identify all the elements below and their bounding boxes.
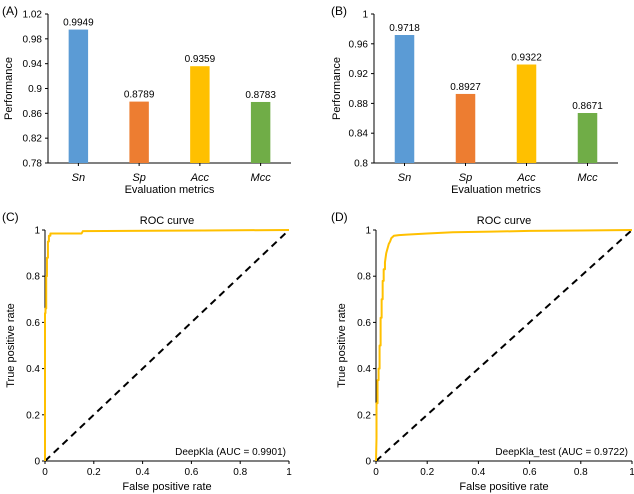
panel-b-ytick-label: 0.88	[349, 99, 369, 110]
panel-b-bar-mcc	[577, 113, 598, 163]
panel-b-value-label-sp: 0.8927	[450, 82, 481, 93]
panel-a-value-label-acc: 0.9359	[185, 54, 216, 65]
panel-c-legend-label: DeepKla (AUC = 0.9901)	[175, 447, 286, 458]
panel-a-ytick-label: 0.98	[23, 34, 43, 45]
panel-c-xtick-label: 0.4	[136, 467, 150, 478]
panel-d-ytick-label: 1	[365, 226, 371, 237]
panel-d-legend-label: DeepKla_test (AUC = 0.9722)	[495, 447, 628, 458]
panel-b-y-axis-title: Performance	[331, 57, 343, 120]
panel-d-ytick-label: 0	[365, 457, 371, 468]
panel-b-category-label-mcc: Mcc	[577, 172, 598, 184]
panel-b-bar-sp	[455, 93, 476, 163]
panel-a-category-label-sp: Sp	[132, 172, 145, 184]
panel-d-label: (D)	[331, 210, 348, 224]
panel-d-xtick-label: 0.6	[523, 467, 537, 478]
panel-a-value-label-sp: 0.8789	[124, 90, 155, 101]
panel-b-category-label-sn: Sn	[398, 172, 411, 184]
panel-a-category-label-sn: Sn	[72, 172, 85, 184]
panel-a-x-axis-title: Evaluation metrics	[125, 184, 215, 196]
panel-a-ytick-label: 0.9	[28, 84, 42, 95]
panel-a-category-label-acc: Acc	[190, 172, 210, 184]
panel-d-x-axis-title: False positive rate	[459, 481, 548, 493]
panel-d-ytick-label: 0.2	[357, 410, 371, 421]
panel-c-xtick-label: 0.2	[87, 467, 101, 478]
panel-a-ytick-label: 0.86	[23, 109, 43, 120]
panel-c-ytick-label: 0.2	[26, 410, 40, 421]
panel-a-label: (A)	[2, 4, 18, 18]
panel-a-bar-sp	[129, 101, 149, 163]
panel-a-bar-acc	[190, 66, 210, 163]
panel-c-label: (C)	[2, 210, 19, 224]
panel-c-xtick-label: 1	[286, 467, 292, 478]
panel-a-ytick-label: 1.02	[23, 10, 43, 21]
panel-d-roc-curve	[375, 229, 633, 462]
panel-a-value-label-mcc: 0.8783	[245, 90, 276, 101]
panel-d-chart-title: ROC curve	[477, 215, 531, 227]
panel-d-xtick-label: 1	[629, 467, 634, 478]
panel-c-xtick-label: 0	[42, 467, 48, 478]
panel-a-ytick-label: 0.78	[23, 159, 43, 170]
panel-d-y-axis-title: True positive rate	[336, 303, 348, 388]
panel-d-xtick-label: 0.4	[471, 467, 485, 478]
panel-c-y-axis-title: True positive rate	[5, 303, 17, 388]
panel-b-category-label-acc: Acc	[516, 172, 536, 184]
panel-d-xtick-label: 0	[373, 467, 379, 478]
panel-c-ytick-label: 0.4	[26, 364, 40, 375]
panel-b-ytick-label: 0.92	[349, 69, 369, 80]
panel-c-ytick-label: 1	[34, 226, 40, 237]
panel-c-roc-curve	[44, 229, 290, 461]
panel-c-xtick-label: 0.6	[184, 467, 198, 478]
panel-c-ytick-label: 0.8	[26, 272, 40, 283]
panel-d-ytick-label: 0.6	[357, 318, 371, 329]
panel-d-xtick-label: 0.2	[420, 467, 434, 478]
panel-d-xtick-label: 0.8	[574, 467, 588, 478]
panel-b-category-label-sp: Sp	[459, 172, 472, 184]
panel-d-ytick-label: 0.4	[357, 364, 371, 375]
panel-a-bar-mcc	[250, 101, 271, 163]
panel-b-ytick-label: 0.84	[349, 129, 369, 140]
panel-c-ytick-label: 0	[34, 457, 40, 468]
panel-c-chart-title: ROC curve	[140, 215, 194, 227]
panel-c-xtick-label: 0.8	[233, 467, 247, 478]
panel-b-ytick-label: 0.8	[354, 159, 368, 170]
panel-a-value-label-sn: 0.9949	[63, 18, 94, 29]
panel-b-bar-acc	[516, 64, 537, 163]
panel-c-ytick-label: 0.6	[26, 318, 40, 329]
panel-c-random-baseline	[44, 229, 290, 462]
panel-d-random-baseline	[375, 229, 633, 462]
panel-d-ytick-label: 0.8	[357, 272, 371, 283]
panel-a-bar-sn	[68, 29, 89, 163]
panel-b-ytick-label: 0.96	[349, 39, 369, 50]
panel-b-value-label-acc: 0.9322	[511, 53, 542, 64]
panel-a-y-axis-title: Performance	[3, 57, 15, 120]
panel-a-category-label-mcc: Mcc	[251, 172, 272, 184]
panel-b-value-label-sn: 0.9718	[389, 23, 420, 34]
panel-b-bar-sn	[394, 35, 415, 163]
panel-a-ytick-label: 0.82	[23, 134, 43, 145]
panel-c-x-axis-title: False positive rate	[122, 481, 211, 493]
panel-a-ytick-label: 0.94	[23, 59, 43, 70]
panel-b-x-axis-title: Evaluation metrics	[451, 184, 541, 196]
panel-b-label: (B)	[331, 4, 347, 18]
panel-b-value-label-mcc: 0.8671	[572, 101, 603, 112]
panel-b-ytick-label: 1	[362, 10, 368, 21]
